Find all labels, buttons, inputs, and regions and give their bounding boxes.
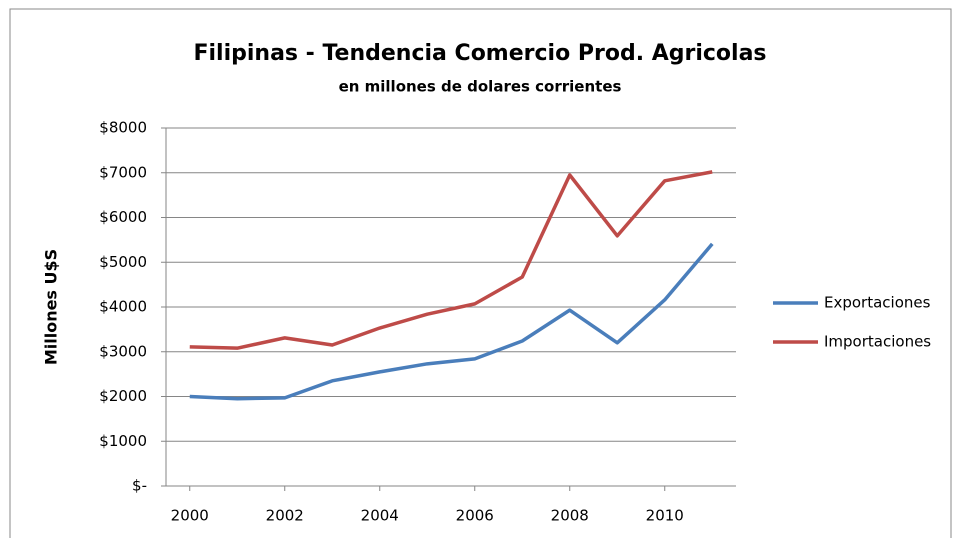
x-tick-label: 2002	[266, 507, 304, 525]
x-tick-label: 2006	[456, 507, 494, 525]
y-tick-label: $3000	[99, 342, 147, 360]
series-line	[189, 242, 714, 401]
y-tick-label: $6000	[99, 208, 147, 226]
y-tick-label: $7000	[99, 163, 147, 181]
y-tick-label: $-	[132, 477, 147, 495]
legend-label: Importaciones	[824, 333, 931, 351]
chart-subtitle: en millones de dolares corrientes	[339, 78, 622, 96]
x-tick-label: 2000	[171, 507, 209, 525]
x-tick-label: 2010	[646, 507, 684, 525]
x-tick-label: 2008	[551, 507, 589, 525]
chart-title: Filipinas - Tendencia Comercio Prod. Agr…	[193, 41, 766, 66]
y-tick-label: $4000	[99, 298, 147, 316]
y-tick-label: $1000	[99, 432, 147, 450]
chart-frame	[9, 8, 952, 538]
y-axis-label: Millones U$S	[42, 249, 61, 365]
series-line	[189, 170, 713, 350]
y-tick-label: $8000	[99, 119, 147, 137]
y-tick-label: $5000	[99, 253, 147, 271]
x-tick-label: 2004	[361, 507, 399, 525]
legend-label: Exportaciones	[824, 294, 931, 312]
y-tick-label: $2000	[99, 387, 147, 405]
